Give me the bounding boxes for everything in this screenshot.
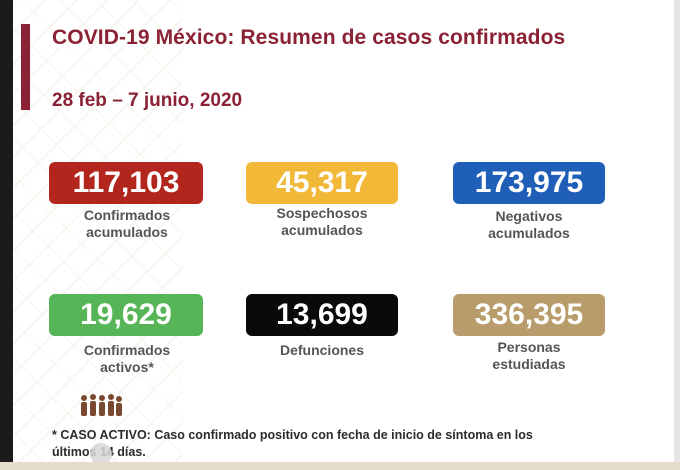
- left-dark-edge: [0, 0, 13, 470]
- confirmed-accumulated-value: 117,103: [72, 166, 180, 199]
- confirmed-accumulated-label-line1: Confirmados: [83, 207, 171, 223]
- negative-accumulated-label-line1: Negativos: [495, 208, 563, 224]
- people-studied-label: Personas estudiadas: [439, 339, 619, 373]
- negative-accumulated-label-line2: acumulados: [488, 225, 570, 241]
- negative-accumulated-box: 173,975: [453, 162, 605, 204]
- suspected-accumulated-value: 45,317: [276, 166, 368, 199]
- active-case-footnote: * CASO ACTIVO: Caso confirmado positivo …: [52, 427, 592, 461]
- title-accent-bar: [21, 24, 30, 110]
- suspected-accumulated-box: 45,317: [246, 162, 398, 204]
- confirmed-accumulated-label: Confirmados acumulados: [37, 207, 217, 241]
- people-studied-label-line1: Personas: [497, 339, 561, 355]
- date-range: 28 feb – 7 junio, 2020: [52, 90, 243, 111]
- negative-accumulated-label: Negativos acumulados: [439, 208, 619, 242]
- people-studied-label-line2: estudiadas: [492, 356, 566, 372]
- active-confirmed-label-line1: Confirmados: [83, 342, 171, 358]
- active-confirmed-box: 19,629: [49, 294, 203, 336]
- background-pattern: [13, 0, 183, 470]
- suspected-accumulated-label-line1: Sospechosos: [276, 205, 368, 221]
- negative-accumulated-value: 173,975: [474, 166, 584, 199]
- circle-icon: [90, 443, 112, 465]
- people-group-icon: [81, 394, 122, 416]
- confirmed-accumulated-label-line2: acumulados: [86, 224, 168, 240]
- page-title: COVID-19 México: Resumen de casos confir…: [52, 26, 566, 49]
- people-studied-value: 336,395: [474, 298, 584, 331]
- right-edge: [674, 0, 680, 470]
- deaths-value: 13,699: [276, 298, 368, 331]
- deaths-label-line1: Defunciones: [279, 342, 364, 358]
- active-confirmed-label-line2: activos*: [100, 359, 154, 375]
- active-confirmed-label: Confirmados activos*: [37, 342, 217, 376]
- footnote-line1: * CASO ACTIVO: Caso confirmado positivo …: [52, 428, 533, 442]
- footnote-line2: últimos 14 días.: [52, 445, 146, 459]
- people-studied-box: 336,395: [453, 294, 605, 336]
- active-confirmed-value: 19,629: [80, 298, 172, 331]
- confirmed-accumulated-box: 117,103: [49, 162, 203, 204]
- suspected-accumulated-label: Sospechosos acumulados: [232, 205, 412, 239]
- deaths-label: Defunciones: [232, 342, 412, 359]
- suspected-accumulated-label-line2: acumulados: [281, 222, 363, 238]
- deaths-box: 13,699: [246, 294, 398, 336]
- footer-band: [0, 462, 680, 470]
